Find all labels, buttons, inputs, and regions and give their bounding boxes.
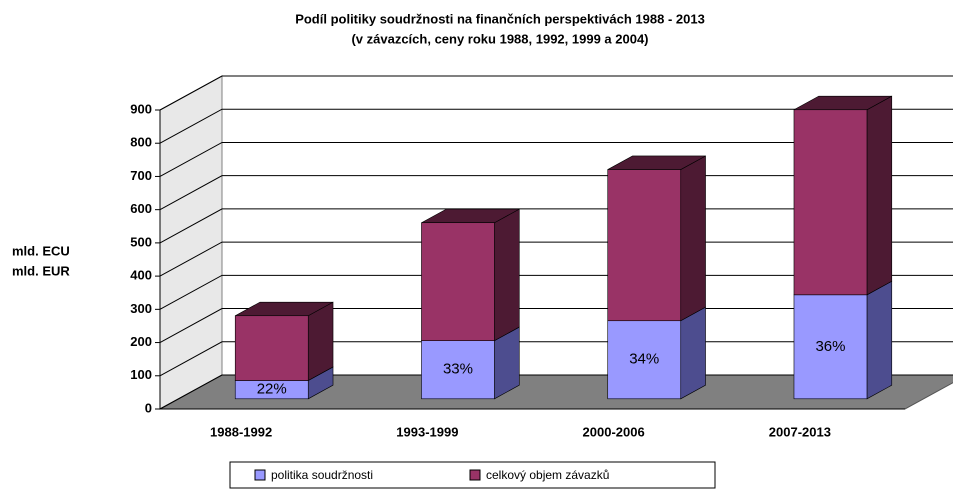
- y-tick-label: 200: [130, 334, 152, 349]
- x-tick-label: 2000-2006: [583, 424, 645, 439]
- bar: [793, 109, 868, 296]
- legend-label: celkový objem závazků: [486, 468, 609, 482]
- y-axis-label: mld. EUR: [12, 263, 70, 278]
- data-label: 33%: [443, 361, 473, 378]
- bar: [607, 320, 682, 400]
- y-tick-label: 100: [130, 367, 152, 382]
- x-tick-label: 1988-1992: [210, 424, 272, 439]
- bar-side: [866, 95, 893, 296]
- bar-side: [680, 306, 706, 400]
- y-tick-label: 600: [130, 201, 152, 216]
- y-tick-label: 500: [130, 234, 152, 249]
- bar-side: [680, 155, 706, 322]
- legend-swatch: [469, 469, 481, 481]
- grid-line: [159, 308, 953, 343]
- grid-line: [159, 108, 953, 144]
- bar: [421, 340, 495, 400]
- y-tick-label: 700: [130, 168, 152, 183]
- chart-subtitle: (v závazcích, ceny roku 1988, 1992, 1999…: [351, 31, 648, 46]
- y-tick-label: 0: [145, 400, 152, 415]
- bar: [234, 315, 309, 381]
- bar: [421, 222, 495, 341]
- grid-line: [159, 241, 953, 277]
- y-tick-label: 800: [130, 135, 152, 150]
- y-tick-label: 400: [130, 268, 152, 283]
- grid-line: [159, 175, 953, 211]
- chart-title: Podíl politiky soudržnosti na finančních…: [295, 11, 705, 26]
- grid-line: [159, 374, 953, 410]
- x-tick-label: 1993-1999: [396, 424, 458, 439]
- grid-line: [159, 341, 953, 377]
- legend-label: politika soudržnosti: [271, 468, 373, 482]
- grid-line: [159, 208, 953, 244]
- grid-line: [159, 75, 953, 111]
- bar-side: [866, 280, 893, 400]
- data-label: 22%: [257, 381, 287, 398]
- bar: [607, 169, 682, 322]
- grid-line: [159, 274, 953, 310]
- x-tick-label: 2007-2013: [769, 424, 831, 439]
- y-tick-label: 300: [130, 301, 152, 316]
- y-tick-label: 900: [130, 101, 152, 116]
- data-label: 36%: [815, 338, 845, 355]
- bar-side: [494, 208, 520, 342]
- legend-swatch: [254, 469, 266, 481]
- data-label: 34%: [629, 351, 659, 368]
- y-axis-label: mld. ECU: [12, 243, 70, 258]
- grid-line: [159, 141, 953, 177]
- bar: [793, 294, 868, 400]
